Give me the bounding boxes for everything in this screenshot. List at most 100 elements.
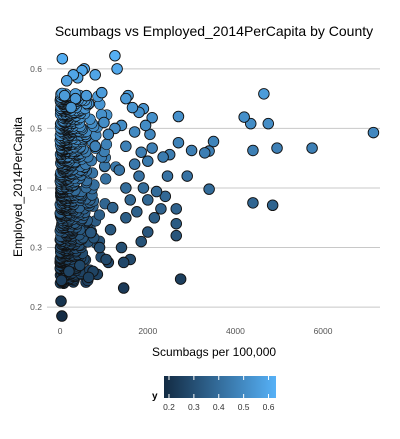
- data-point: [65, 101, 77, 114]
- data-point: [172, 136, 185, 149]
- chart-title: Scumbags vs Employed_2014PerCapita by Co…: [55, 23, 373, 39]
- data-point: [80, 89, 93, 102]
- data-point: [271, 142, 283, 154]
- data-point: [142, 194, 154, 206]
- cluster-point: [100, 138, 113, 150]
- data-point: [185, 144, 198, 157]
- data-point: [367, 126, 380, 139]
- data-point: [60, 75, 73, 87]
- data-point: [96, 86, 108, 99]
- data-point: [181, 170, 193, 182]
- data-point: [98, 116, 110, 129]
- cluster-point: [100, 173, 112, 185]
- data-point: [170, 229, 183, 242]
- data-point: [146, 111, 158, 124]
- data-point: [146, 142, 158, 154]
- data-point: [170, 217, 183, 230]
- data-point: [115, 241, 128, 254]
- data-point: [172, 110, 185, 123]
- legend-ticks: 0.2 0.3 0.4 0.5 0.6: [163, 376, 275, 412]
- x-tick-label: 2000: [138, 326, 157, 336]
- data-point: [85, 226, 97, 239]
- data-point: [128, 158, 141, 170]
- data-point: [117, 282, 130, 294]
- data-point: [82, 271, 95, 284]
- data-point: [161, 170, 174, 182]
- x-axis-label: Scumbags per 100,000: [152, 345, 276, 359]
- legend-title: y: [152, 391, 158, 402]
- data-point: [111, 63, 123, 75]
- data-point: [203, 183, 215, 195]
- x-tick-label: 4000: [226, 326, 245, 336]
- data-point: [63, 265, 75, 278]
- legend-tick-label: 0.6: [263, 402, 275, 412]
- data-point: [56, 52, 69, 65]
- data-point: [198, 147, 211, 159]
- data-point: [238, 111, 250, 123]
- data-point: [306, 142, 318, 154]
- y-tick-label: 0.4: [30, 183, 42, 193]
- data-point: [266, 199, 279, 212]
- data-point: [247, 144, 259, 157]
- data-point: [126, 101, 139, 114]
- legend-colorbar: [164, 376, 276, 398]
- data-point: [258, 88, 270, 100]
- data-point: [89, 69, 101, 81]
- points-layer: [54, 49, 380, 322]
- data-point: [117, 256, 130, 269]
- data-point: [247, 197, 259, 209]
- y-tick-label: 0.3: [30, 243, 42, 253]
- data-point: [58, 89, 71, 102]
- data-point: [120, 140, 132, 153]
- legend-tick-label: 0.4: [213, 402, 225, 412]
- data-point: [120, 182, 132, 194]
- data-point: [55, 295, 67, 307]
- data-point: [148, 212, 161, 224]
- x-tick-labels: 0 2000 4000 6000: [58, 326, 333, 336]
- data-point: [207, 135, 220, 148]
- legend: y 0.2 0.3 0.4 0.5 0.6: [152, 376, 276, 412]
- data-point: [159, 190, 172, 203]
- data-point: [104, 223, 117, 236]
- data-point: [55, 274, 68, 287]
- data-point: [106, 201, 119, 214]
- y-tick-label: 0.6: [30, 64, 42, 74]
- data-point: [155, 203, 167, 215]
- data-point: [102, 128, 115, 141]
- data-point: [109, 49, 121, 62]
- legend-tick-label: 0.2: [163, 402, 175, 412]
- cluster-point: [93, 209, 106, 221]
- y-tick-label: 0.2: [30, 302, 42, 312]
- data-point: [174, 273, 187, 285]
- y-tick-label: 0.5: [30, 123, 42, 133]
- data-point: [74, 259, 86, 272]
- data-point: [113, 164, 126, 176]
- data-point: [142, 226, 154, 238]
- data-point: [133, 170, 145, 182]
- data-point: [93, 241, 106, 254]
- data-point: [137, 182, 150, 194]
- data-point: [135, 146, 147, 158]
- legend-tick-label: 0.5: [238, 402, 250, 412]
- data-point: [120, 92, 132, 105]
- data-point: [89, 140, 101, 153]
- x-tick-label: 6000: [314, 326, 333, 336]
- x-tick-label: 0: [58, 326, 63, 336]
- data-point: [135, 235, 147, 248]
- data-point: [100, 253, 112, 266]
- y-axis-label: Employed_2014PerCapita: [11, 117, 25, 257]
- data-point: [262, 117, 275, 130]
- data-point: [56, 310, 68, 322]
- data-point: [150, 185, 163, 198]
- data-point: [170, 203, 183, 215]
- data-point: [128, 126, 141, 138]
- y-tick-labels: 0.2 0.3 0.4 0.5 0.6: [30, 64, 42, 312]
- data-point: [142, 155, 154, 167]
- data-point: [139, 119, 152, 132]
- legend-tick-label: 0.3: [188, 402, 200, 412]
- data-point: [157, 151, 169, 163]
- data-point: [120, 212, 132, 224]
- data-point: [131, 206, 143, 218]
- data-point: [124, 194, 136, 206]
